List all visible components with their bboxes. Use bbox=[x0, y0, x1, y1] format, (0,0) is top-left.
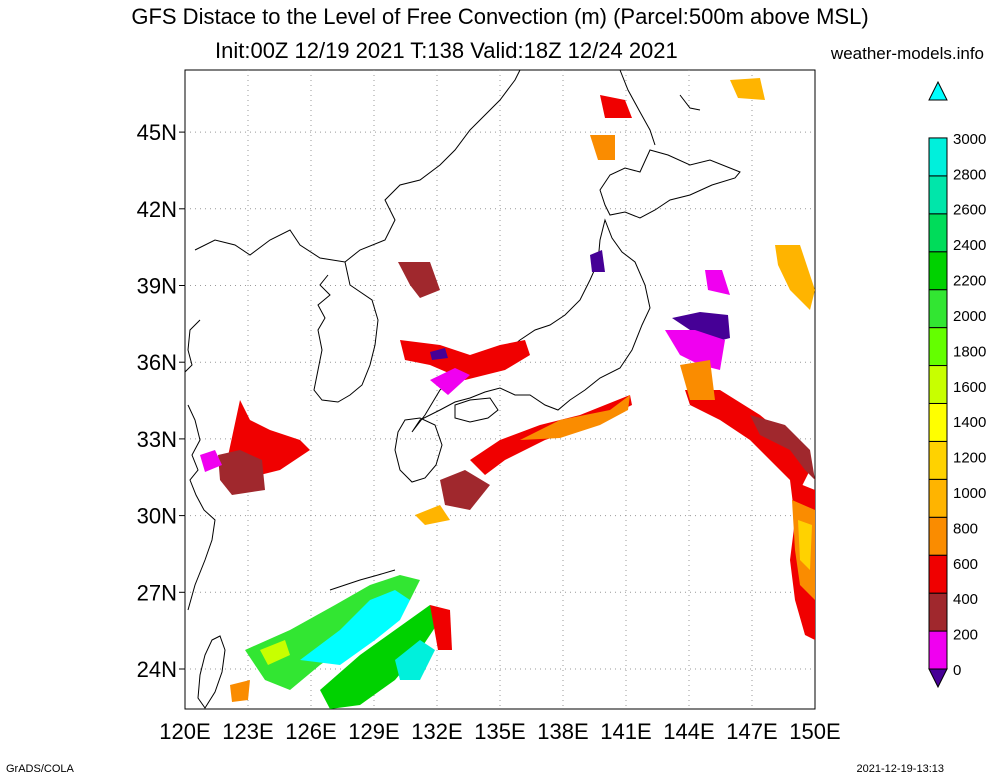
colorbar-label: 1600 bbox=[953, 379, 986, 396]
lat-tick-label: 27N bbox=[137, 580, 177, 605]
lon-tick-label: 126E bbox=[285, 719, 336, 744]
field-ryukyu-cyan bbox=[300, 590, 410, 665]
coastlines bbox=[184, 69, 741, 709]
chart-subtitle: Init:00Z 12/19 2021 T:138 Valid:18Z 12/2… bbox=[215, 38, 678, 63]
colorbar-segment bbox=[928, 592, 948, 632]
field-ecs-magenta bbox=[200, 450, 222, 472]
lat-tick-label: 30N bbox=[137, 504, 177, 529]
lon-labels: 120E 123E 126E 129E 132E 135E 138E 141E 144E 147E… bbox=[159, 719, 840, 744]
field-north-magenta bbox=[705, 270, 730, 295]
field-ryukyu-red bbox=[430, 605, 452, 650]
field-ryukyu-cyan2 bbox=[395, 640, 435, 680]
lon-tick-label: 138E bbox=[537, 719, 588, 744]
colorbar-segment bbox=[928, 137, 948, 177]
lat-tick-label: 42N bbox=[137, 197, 177, 222]
lon-tick-label: 135E bbox=[474, 719, 525, 744]
colorbar-segment bbox=[928, 213, 948, 253]
field-north-red bbox=[600, 95, 632, 118]
lat-tick-label: 39N bbox=[137, 274, 177, 299]
colorbar-segment bbox=[928, 554, 948, 594]
lon-tick-label: 150E bbox=[789, 719, 840, 744]
site-label: weather-models.info bbox=[830, 44, 984, 63]
field-kyushu-orange bbox=[415, 505, 450, 525]
coast-taiwan bbox=[197, 635, 226, 709]
colorbar-label: 1400 bbox=[953, 414, 986, 431]
field-ryukyu-orange bbox=[230, 680, 250, 702]
colorbar-segment bbox=[928, 289, 948, 329]
colorbar-label: 1000 bbox=[953, 485, 986, 502]
coast-shikoku bbox=[454, 397, 499, 423]
footer-timestamp: 2021-12-19-13:13 bbox=[856, 763, 944, 775]
field-pacific-red bbox=[685, 390, 810, 490]
field-north-purple bbox=[590, 250, 605, 272]
field-ryukyu-yellow bbox=[260, 640, 290, 665]
field-pacific-orange bbox=[680, 360, 715, 400]
field-pacific-brown bbox=[750, 415, 815, 480]
colorbar-segment bbox=[928, 251, 948, 291]
footer-software: GrADS/COLA bbox=[6, 763, 74, 775]
colorbar-label: 800 bbox=[953, 520, 978, 537]
chart-title: GFS Distace to the Level of Free Convect… bbox=[131, 4, 869, 29]
colorbar-label: 2400 bbox=[953, 237, 986, 254]
coast-china bbox=[184, 319, 216, 611]
colorbar-end-high bbox=[928, 80, 948, 101]
lat-tick-label: 24N bbox=[137, 657, 177, 682]
field-pacific-east-yellow bbox=[798, 520, 812, 570]
colorbar-segment bbox=[928, 440, 948, 480]
colorbar-label: 2000 bbox=[953, 308, 986, 325]
colorbar-label: 3000 bbox=[953, 131, 986, 148]
colorbar-label: 1800 bbox=[953, 343, 986, 360]
lon-tick-label: 120E bbox=[159, 719, 210, 744]
lfc-fields bbox=[200, 78, 815, 709]
field-north-orange2 bbox=[590, 135, 615, 160]
lon-tick-label: 123E bbox=[222, 719, 273, 744]
lat-tick-label: 33N bbox=[137, 427, 177, 452]
colorbar-label: 200 bbox=[953, 627, 978, 644]
colorbar-segment bbox=[928, 175, 948, 215]
coast-korea bbox=[194, 69, 521, 263]
coast-sakhalin bbox=[619, 69, 701, 146]
colorbar-label: 0 bbox=[953, 662, 961, 679]
colorbar-label: 600 bbox=[953, 556, 978, 573]
lon-tick-label: 141E bbox=[600, 719, 651, 744]
lat-tick-label: 45N bbox=[137, 120, 177, 145]
field-pacific-east-orange bbox=[775, 245, 815, 310]
lat-tick-label: 36N bbox=[137, 350, 177, 375]
colorbar-label: 2600 bbox=[953, 202, 986, 219]
coast-kyushu bbox=[394, 417, 443, 483]
colorbar-segment bbox=[928, 365, 948, 404]
coast-korea-peninsula bbox=[313, 261, 379, 403]
lat-labels: 24N 27N 30N 33N 36N 39N 42N 45N bbox=[137, 120, 185, 682]
field-seaofjapan-magenta bbox=[430, 368, 470, 395]
field-seaofjapan-purple bbox=[430, 348, 448, 360]
field-ecs-brown bbox=[218, 450, 265, 495]
field-north-orange bbox=[730, 78, 765, 100]
colorbar-end-low bbox=[928, 668, 948, 689]
field-seaofjapan-brown bbox=[398, 262, 440, 298]
colorbar: 0 200 400 600 800 1000 1200 1400 1600 1800 2000 220… bbox=[928, 80, 986, 689]
colorbar-label: 1200 bbox=[953, 450, 986, 467]
field-kyushu-brown bbox=[440, 470, 490, 510]
field-ryukyu-green2 bbox=[320, 605, 440, 709]
colorbar-segment bbox=[928, 402, 948, 442]
colorbar-segment bbox=[928, 478, 948, 518]
lon-tick-label: 129E bbox=[348, 719, 399, 744]
colorbar-segment bbox=[928, 630, 948, 670]
colorbar-segment bbox=[928, 327, 948, 367]
lon-tick-label: 144E bbox=[663, 719, 714, 744]
field-southjapan-orange bbox=[520, 395, 630, 440]
colorbar-segment bbox=[928, 516, 948, 556]
field-pacific-purple bbox=[672, 312, 730, 342]
coast-honshu bbox=[411, 218, 651, 433]
colorbar-label: 400 bbox=[953, 591, 978, 608]
field-seaofjapan-red bbox=[400, 340, 530, 380]
lon-tick-label: 147E bbox=[726, 719, 777, 744]
lon-tick-label: 132E bbox=[411, 719, 462, 744]
coast-hokkaido bbox=[599, 149, 741, 219]
colorbar-label: 2200 bbox=[953, 273, 986, 290]
colorbar-label: 2800 bbox=[953, 166, 986, 183]
